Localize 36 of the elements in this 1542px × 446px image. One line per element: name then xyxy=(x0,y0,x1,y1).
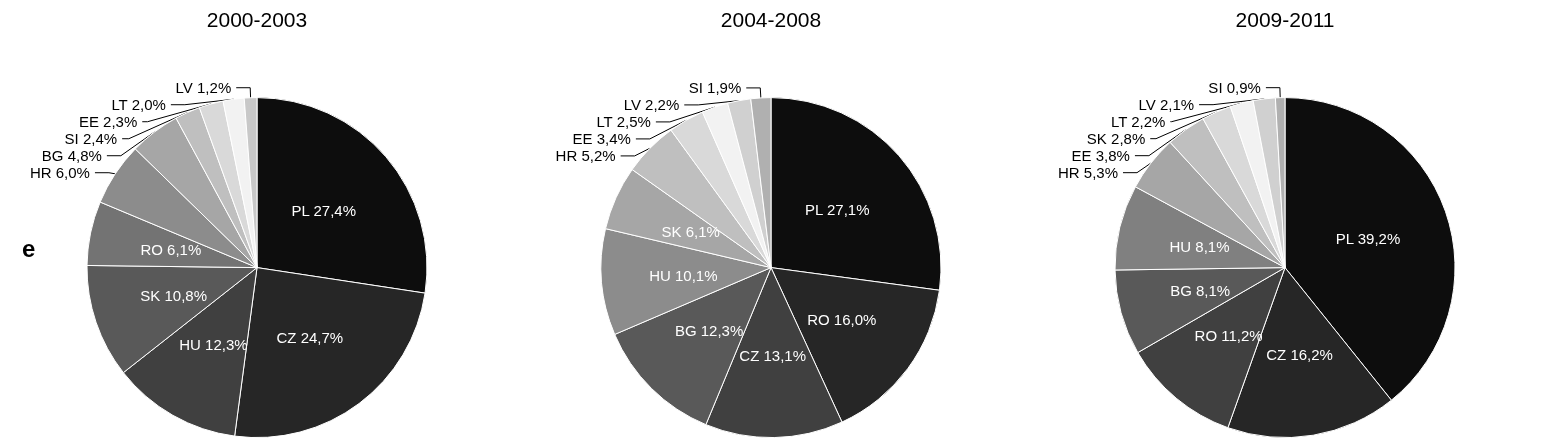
slice-label: LT 2,2% xyxy=(1110,113,1166,131)
chart-title: 2000-2003 xyxy=(206,8,308,31)
text: e xyxy=(22,234,36,262)
slice-label: SK 6,1% xyxy=(661,222,720,240)
slice-label: SI 2,4% xyxy=(64,130,118,148)
slice-label: CZ 24,7% xyxy=(276,329,344,347)
slice-label: HU 10,1% xyxy=(649,266,718,284)
slice-label: SK 10,8% xyxy=(140,287,208,305)
slice-label: CZ 16,2% xyxy=(1266,345,1333,363)
slice-label: SI 0,9% xyxy=(1208,79,1261,97)
slice-label: RO 16,0% xyxy=(807,311,877,329)
slice-label: EE 3,4% xyxy=(572,130,631,148)
chart-title: 2009-2011 xyxy=(1235,8,1335,31)
slice-label: EE 2,3% xyxy=(78,113,138,131)
slice-label: BG 4,8% xyxy=(41,147,102,165)
slice-label: SI 1,9% xyxy=(688,79,742,97)
slice-label: HR 6,0% xyxy=(29,164,90,182)
slice-label: PL 27,1% xyxy=(804,201,870,219)
slice-label: LV 2,2% xyxy=(623,96,680,114)
slice-label: HR 5,2% xyxy=(555,147,616,165)
slice-label: HU 12,3% xyxy=(179,335,248,353)
slice-label: PL 27,4% xyxy=(291,201,356,219)
slice-label: RO 6,1% xyxy=(140,241,202,259)
slice-label: HU 8,1% xyxy=(1169,238,1230,256)
slice-label: EE 3,8% xyxy=(1071,147,1130,165)
slice-label: LT 2,5% xyxy=(596,113,651,131)
slice-label: CZ 13,1% xyxy=(739,347,807,365)
slice-label: LV 1,2% xyxy=(175,79,232,97)
slice-label: BG 12,3% xyxy=(674,321,744,339)
chart-title: 2004-2008 xyxy=(720,8,822,31)
slice-label: HR 5,3% xyxy=(1057,164,1118,182)
slice-label: LT 2,0% xyxy=(111,96,166,114)
slice-label: PL 39,2% xyxy=(1335,229,1401,247)
slice-label: SK 2,8% xyxy=(1086,130,1146,148)
slice-label: LV 2,1% xyxy=(1138,96,1195,114)
slice-label: BG 8,1% xyxy=(1170,282,1231,300)
